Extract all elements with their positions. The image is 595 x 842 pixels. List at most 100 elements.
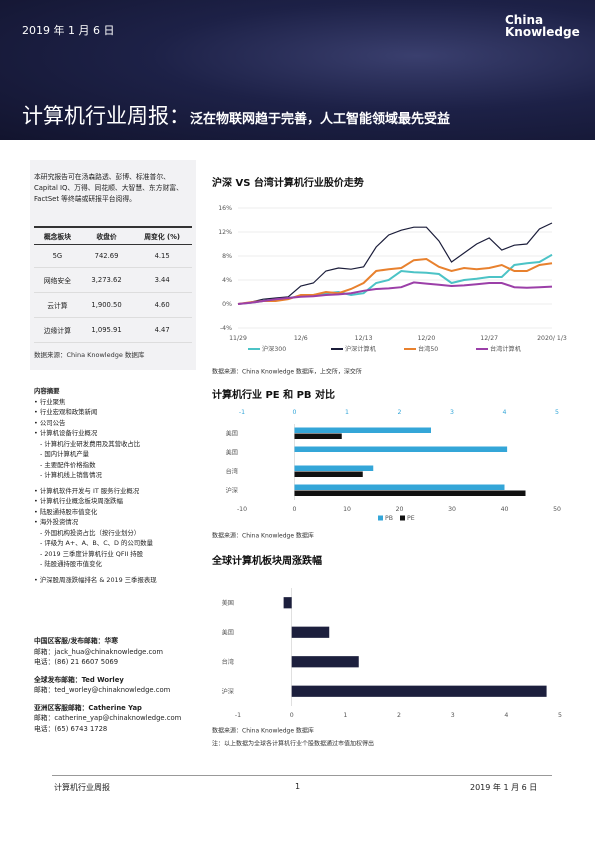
table-cell: 4.15	[132, 244, 192, 268]
table-cell: 1,900.50	[80, 292, 133, 318]
x-tick-label: 0	[293, 506, 297, 513]
intro-text: 本研究报告可在汤森路透、彭博、标准普尔、Capital IQ、万得、同花顺、大智…	[34, 173, 183, 203]
summary-item: 计算机行业概念板块周涨跌幅	[34, 496, 199, 507]
y-tick-label: 12%	[218, 229, 232, 236]
bar	[294, 427, 431, 433]
table-cell: 3,273.62	[80, 267, 133, 293]
category-label: 台湾	[226, 468, 238, 476]
summary: 内容摘要行业聚焦行业宏观和政策新闻公司公告计算机设备行业概况计算机行业研发费用及…	[34, 386, 199, 585]
y-tick-label: 4%	[222, 277, 232, 284]
chart-title: 计算机行业 PE 和 PB 对比	[212, 388, 335, 401]
header-banner	[0, 0, 595, 140]
contact-block: 亚洲区客服邮箱：Catherine Yap 邮箱：catherine_yap@ch…	[34, 703, 204, 735]
summary-item: 行业聚焦	[34, 397, 199, 408]
table-cell: 742.69	[80, 244, 133, 268]
title-main: 计算机行业周报：	[22, 104, 190, 128]
summary-subitem: 计算机行业研发费用及其营收占比	[34, 439, 199, 450]
table-cell: 4.60	[132, 292, 192, 318]
footer-page: 1	[295, 782, 301, 791]
table-cell: 云计算	[34, 292, 81, 318]
summary-subitem: 主要配件价格指数	[34, 460, 199, 471]
footer-date: 2019 年 1 月 6 日	[470, 783, 538, 792]
x-tick-label: 12/20	[417, 335, 435, 342]
summary-subitem: 陆股通持股市值变化	[34, 559, 199, 570]
x-tick-label: 12/27	[480, 335, 498, 342]
summary-subitem: 外国机构投资占比（按行业划分）	[34, 528, 199, 539]
contact-title: 中国区客服/发布邮箱：华寒	[34, 637, 119, 645]
x2-tick-label: 2	[398, 409, 402, 416]
title-sub: 泛在物联网趋于完善，人工智能领域最先受益	[190, 112, 451, 127]
bar	[294, 471, 363, 477]
x-tick-label: 4	[504, 712, 508, 719]
summary-item: 沪深股周涨跌幅排名 & 2019 三季报表现	[34, 575, 199, 586]
x-tick-label: 5	[558, 712, 562, 719]
summary-item: 计算机软件开发与 IT 服务行业概况	[34, 486, 199, 497]
x2-tick-label: 0	[293, 409, 297, 416]
bar	[283, 597, 292, 609]
contact-line: 邮箱：catherine_yap@chinaknowledge.com	[34, 714, 182, 722]
contact-title: 全球发布邮箱：Ted Worley	[34, 675, 124, 684]
table-header-cell: 概念板块	[34, 226, 81, 245]
legend-swatch	[400, 515, 405, 521]
summary-title: 内容摘要	[34, 387, 60, 395]
category-label: 沪深	[222, 687, 234, 695]
x-tick-label: 20	[396, 506, 404, 513]
x-tick-label: 2020/ 1/3	[537, 335, 567, 342]
x-tick-label: -10	[237, 506, 247, 513]
contact-line: 电话：(65) 6743 1728	[34, 724, 108, 733]
bar	[291, 685, 547, 697]
category-label: 美国	[226, 449, 238, 457]
summary-subitem: 2019 三季度计算机行业 QFII 持股	[34, 549, 199, 560]
chart-note: 注：以上数据为全球各计算机行业个股数据通过市值加权得出	[212, 740, 374, 748]
bar	[291, 656, 359, 668]
legend-label: 台湾50	[418, 345, 438, 353]
chart-source: 数据来源：China Knowledge 数据库	[212, 727, 314, 735]
report-title: 计算机行业周报：泛在物联网趋于完善，人工智能领域最先受益	[22, 100, 450, 130]
chart-title: 沪深 VS 台湾计算机行业股价走势	[212, 176, 364, 189]
concept-table-wrap: 概念板块 收盘价 周变化 (%) 5G 742.69 4.15 网络安全 3,273.62 3…	[34, 226, 192, 359]
legend-label: 沪深计算机	[345, 345, 377, 353]
chart-source: 数据来源：China Knowledge 数据库，上交所，深交所	[212, 368, 362, 376]
x-tick-label: 10	[343, 506, 351, 513]
summary-item: 陆股通持股市值变化	[34, 507, 199, 518]
legend-swatch	[378, 515, 383, 521]
y-tick-label: 8%	[222, 253, 232, 260]
x2-tick-label: -1	[239, 409, 245, 416]
footer-title: 计算机行业周报	[54, 783, 110, 792]
legend-label: PE	[407, 515, 415, 522]
table-header-cell: 周变化 (%)	[132, 226, 192, 245]
table-cell: 网络安全	[34, 267, 81, 293]
table-cell: 边缘计算	[34, 317, 81, 343]
y-tick-label: -4%	[220, 325, 232, 332]
table-cell: 5G	[34, 244, 81, 268]
logo: China Knowledge	[505, 13, 580, 39]
table-header: 概念板块 收盘价 周变化 (%)	[34, 226, 192, 245]
table-source: 数据来源：China Knowledge 数据库	[34, 351, 145, 359]
x-tick-label: -1	[235, 712, 241, 719]
y-tick-label: 16%	[218, 205, 232, 212]
category-label: 美国	[226, 430, 238, 438]
contact-line: 邮箱：ted_worley@chinaknowledge.com	[34, 686, 171, 694]
x-tick-label: 2	[397, 712, 401, 719]
legend-label: 沪深300	[262, 345, 286, 353]
x-tick-label: 1	[343, 712, 347, 719]
x-tick-label: 11/29	[229, 335, 247, 342]
table-row: 网络安全 3,273.62 3.44	[34, 267, 192, 293]
summary-item: 海外投资情况	[34, 517, 199, 528]
table-cell: 3.44	[132, 267, 192, 293]
table-row: 边缘计算 1,095.91 4.47	[34, 317, 192, 343]
x2-tick-label: 4	[503, 409, 507, 416]
series-line	[237, 222, 553, 305]
table-cell: 1,095.91	[80, 317, 133, 343]
contacts: 中国区客服/发布邮箱：华寒 邮箱：jack_hua@chinaknowledge.…	[34, 636, 204, 741]
x-tick-label: 50	[553, 506, 561, 513]
x-tick-label: 0	[290, 712, 294, 719]
legend-label: PB	[385, 515, 393, 522]
x-tick-label: 3	[451, 712, 455, 719]
category-label: 台湾	[222, 658, 234, 666]
chart-title: 全球计算机板块周涨跌幅	[211, 554, 322, 567]
footer-rule	[52, 775, 552, 776]
legend-label: 台湾计算机	[490, 345, 522, 353]
